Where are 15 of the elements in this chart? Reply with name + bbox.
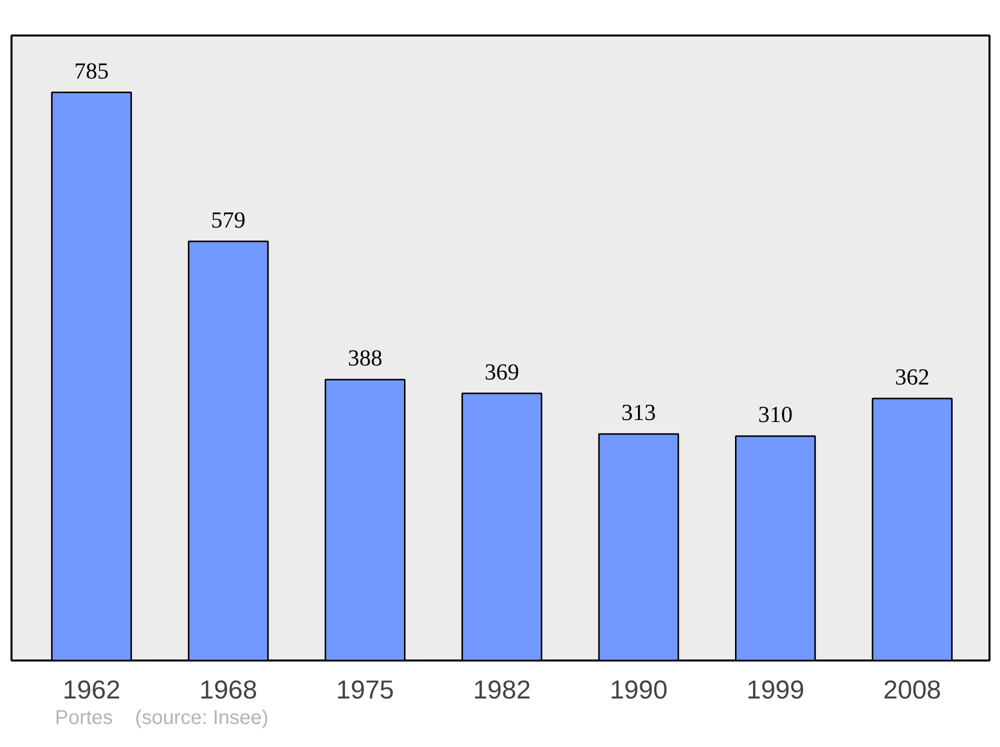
x-tick-label: 2008	[883, 674, 942, 704]
x-tick-label: 1968	[199, 674, 258, 704]
text: Portes (source: Insee)	[55, 707, 268, 729]
data-label: 369	[484, 359, 520, 384]
data-label: 362	[894, 364, 930, 390]
data-label: 310	[758, 402, 793, 428]
data-label: 785	[74, 58, 109, 84]
data-label: 313	[621, 400, 656, 425]
x-tick-label: 1962	[62, 674, 120, 704]
data-label: 388	[348, 346, 382, 371]
x-tick-label: 1990	[610, 674, 668, 704]
x-tick-label: 1982	[472, 674, 531, 704]
x-tick-label: 1999	[746, 674, 804, 704]
x-tick-label: 1975	[336, 674, 394, 704]
data-label: 579	[211, 207, 246, 232]
